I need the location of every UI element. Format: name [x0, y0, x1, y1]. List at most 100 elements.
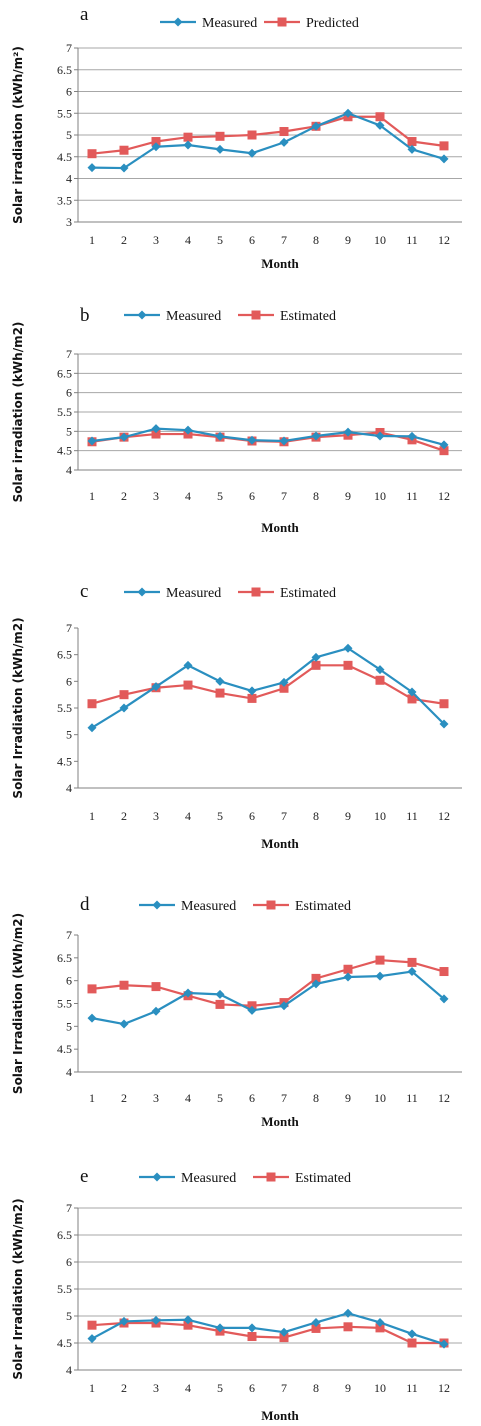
y-tick-label: 4: [66, 1065, 72, 1079]
data-point-measured: [119, 1316, 129, 1326]
data-point-measured: [407, 431, 417, 441]
y-tick-label: 6: [66, 85, 72, 99]
x-tick-label: 6: [249, 489, 255, 503]
y-tick-label: 6: [66, 386, 72, 400]
x-tick-label: 3: [153, 809, 159, 823]
data-point-predicted: [279, 127, 289, 137]
x-tick-label: 7: [281, 489, 287, 503]
data-point-estimated: [343, 964, 353, 974]
panel-label: a: [80, 4, 89, 25]
data-point-predicted: [375, 112, 385, 122]
data-point-measured: [215, 1323, 225, 1333]
data-point-measured: [151, 682, 161, 692]
x-tick-label: 5: [217, 1381, 223, 1395]
data-point-estimated: [119, 690, 129, 700]
x-tick-label: 4: [185, 233, 191, 247]
data-point-estimated: [215, 999, 225, 1009]
y-axis-label: Solar Irradiation (kWh/m2): [11, 1198, 25, 1379]
legend-label: Estimated: [280, 309, 336, 324]
data-point-estimated: [311, 660, 321, 670]
y-tick-label: 5: [66, 1019, 72, 1033]
panel-label: b: [80, 305, 90, 326]
data-point-measured: [119, 1019, 129, 1029]
y-tick-label: 4.5: [57, 1042, 72, 1056]
data-point-estimated: [215, 688, 225, 698]
data-point-measured: [439, 154, 449, 164]
x-tick-label: 3: [153, 233, 159, 247]
legend-label: Estimated: [280, 586, 336, 601]
legend-label: Measured: [166, 309, 221, 324]
data-point-measured: [375, 971, 385, 981]
x-tick-label: 10: [374, 233, 386, 247]
y-tick-label: 4.5: [57, 150, 72, 164]
legend-label: Measured: [202, 16, 257, 31]
data-point-estimated: [407, 694, 417, 704]
data-point-estimated: [279, 1333, 289, 1343]
data-point-measured: [311, 979, 321, 989]
data-point-predicted: [215, 131, 225, 141]
x-tick-label: 2: [121, 1091, 127, 1105]
data-point-estimated: [279, 683, 289, 693]
x-tick-label: 11: [406, 1091, 418, 1105]
series-line-measured: [91, 112, 445, 170]
data-point-measured: [119, 703, 129, 713]
legend-marker: [173, 17, 183, 27]
data-point-measured: [183, 660, 193, 670]
data-point-measured: [247, 148, 257, 158]
data-point-measured: [407, 144, 417, 154]
data-point-estimated: [343, 1322, 353, 1332]
x-tick-label: 3: [153, 1091, 159, 1105]
data-point-measured: [119, 432, 129, 442]
data-point-estimated: [311, 1323, 321, 1333]
x-tick-label: 1: [89, 233, 95, 247]
y-tick-label: 7: [66, 621, 72, 635]
data-point-measured: [87, 723, 97, 733]
data-point-measured: [151, 424, 161, 434]
data-point-estimated: [87, 984, 97, 994]
data-point-measured: [311, 652, 321, 662]
data-point-measured: [87, 163, 97, 173]
x-tick-label: 4: [185, 1091, 191, 1105]
x-tick-label: 12: [438, 809, 450, 823]
x-tick-label: 12: [438, 489, 450, 503]
legend-marker: [266, 900, 276, 910]
x-tick-label: 9: [345, 1381, 351, 1395]
series-line-measured: [91, 1312, 445, 1346]
data-point-measured: [183, 425, 193, 435]
data-point-estimated: [375, 955, 385, 965]
data-point-measured: [343, 108, 353, 118]
data-point-estimated: [151, 429, 161, 439]
panel-label: d: [80, 894, 90, 915]
legend-label: Measured: [181, 899, 236, 914]
data-point-measured: [311, 121, 321, 131]
x-axis-label: Month: [261, 520, 299, 535]
data-point-predicted: [87, 149, 97, 159]
y-tick-label: 6.5: [57, 648, 72, 662]
legend: Measured Predicted: [160, 16, 359, 31]
y-tick-label: 5: [66, 424, 72, 438]
x-tick-label: 1: [89, 489, 95, 503]
data-point-measured: [183, 988, 193, 998]
x-tick-label: 2: [121, 233, 127, 247]
x-tick-label: 11: [406, 1381, 418, 1395]
x-tick-label: 8: [313, 489, 319, 503]
y-tick-label: 6.5: [57, 63, 72, 77]
x-tick-label: 9: [345, 489, 351, 503]
y-tick-label: 7: [66, 347, 72, 361]
x-tick-label: 4: [185, 1381, 191, 1395]
x-tick-label: 4: [185, 809, 191, 823]
y-tick-label: 5.5: [57, 997, 72, 1011]
data-point-measured: [407, 1329, 417, 1339]
data-point-estimated: [407, 957, 417, 967]
x-tick-label: 6: [249, 233, 255, 247]
series-line-estimated: [91, 1321, 444, 1345]
legend: Measured Estimated: [124, 309, 336, 324]
legend-marker: [137, 310, 147, 320]
data-point-measured: [247, 686, 257, 696]
x-tick-label: 11: [406, 489, 418, 503]
x-axis-label: Month: [261, 1114, 299, 1129]
data-point-estimated: [343, 660, 353, 670]
legend-label: Estimated: [295, 1171, 351, 1186]
